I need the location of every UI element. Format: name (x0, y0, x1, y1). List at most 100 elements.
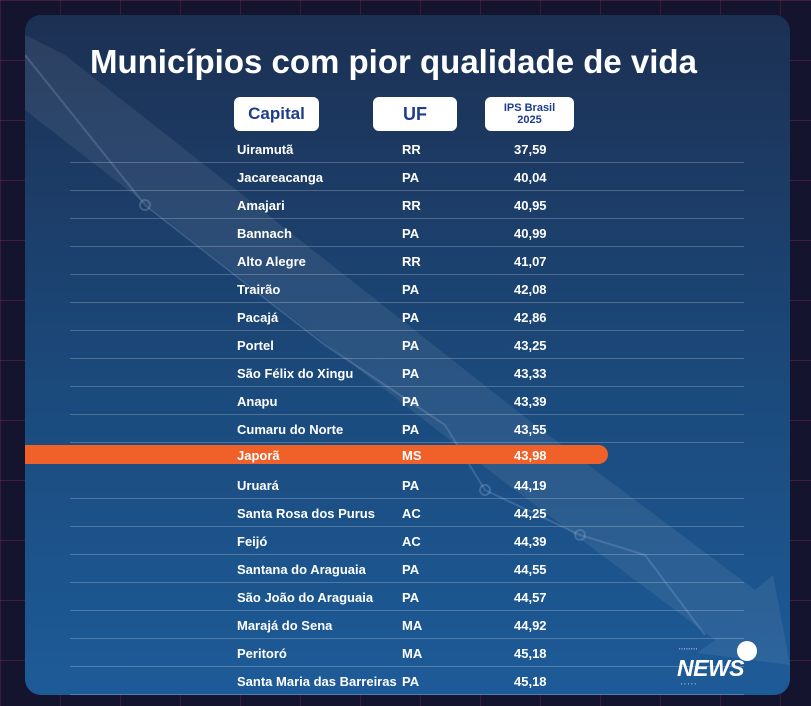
table-row: Amajari RR 40,95 (25, 191, 790, 219)
cell-uf: PA (402, 226, 420, 241)
cell-municipio: Portel (237, 338, 274, 353)
cell-municipio: Pacajá (237, 310, 279, 325)
column-header-ips: IPS Brasil 2025 (485, 97, 574, 131)
row-divider (70, 414, 744, 415)
cell-municipio: Jacareacanga (237, 170, 324, 185)
table-row-highlighted: Japorã MS 43,98 (25, 443, 790, 471)
cell-municipio: São Félix do Xingu (237, 366, 354, 381)
cell-municipio: Anapu (237, 394, 278, 409)
cell-uf: PA (402, 394, 420, 409)
table-card: Municípios com pior qualidade de vida Ca… (25, 15, 790, 695)
cell-municipio: Santana do Araguaia (237, 562, 366, 577)
cell-municipio: Feijó (237, 534, 268, 549)
news-logo: ▪▪▪▪▪▪▪▪ NEWS ▪▪▪▪▪ (675, 641, 767, 689)
cell-ips: 43,25 (514, 338, 547, 353)
cell-uf: RR (402, 142, 421, 157)
cell-ips: 37,59 (514, 142, 547, 157)
cell-uf: PA (402, 478, 420, 493)
column-header-uf: UF (373, 97, 457, 131)
column-header-capital: Capital (234, 97, 319, 131)
cell-ips: 43,98 (514, 448, 547, 463)
cell-municipio: Bannach (237, 226, 292, 241)
table-row: São Félix do Xingu PA 43,33 (25, 359, 790, 387)
cell-municipio: Japorã (237, 448, 280, 463)
cell-municipio: Santa Maria das Barreiras (237, 674, 397, 689)
cell-municipio: Uiramutã (237, 142, 294, 157)
cell-ips: 44,25 (514, 506, 547, 521)
cell-municipio: Uruará (237, 478, 279, 493)
table-row: Alto Alegre RR 41,07 (25, 247, 790, 275)
table-row: Jacareacanga PA 40,04 (25, 163, 790, 191)
cell-ips: 40,95 (514, 198, 547, 213)
table-row: Pacajá PA 42,86 (25, 303, 790, 331)
cell-uf: PA (402, 674, 420, 689)
cell-uf: AC (402, 534, 421, 549)
cell-municipio: Alto Alegre (237, 254, 306, 269)
table-row: Feijó AC 44,39 (25, 527, 790, 555)
cell-uf: AC (402, 506, 421, 521)
cell-municipio: Marajá do Sena (237, 618, 333, 633)
cell-uf: RR (402, 198, 421, 213)
row-divider (70, 442, 744, 443)
table-row: Cumaru do Norte PA 43,55 (25, 415, 790, 443)
row-divider (70, 302, 744, 303)
cell-ips: 40,99 (514, 226, 547, 241)
ranking-table: Uiramutã RR 37,59 Jacareacanga PA 40,04 Amajar… (25, 135, 790, 695)
cell-uf: PA (402, 366, 420, 381)
table-row: Santa Rosa dos Purus AC 44,25 (25, 499, 790, 527)
cell-ips: 40,04 (514, 170, 547, 185)
table-row: Uiramutã RR 37,59 (25, 135, 790, 163)
row-divider (70, 386, 744, 387)
row-divider (70, 554, 744, 555)
cell-uf: RR (402, 254, 421, 269)
table-row: Marajá do Sena MA 44,92 (25, 611, 790, 639)
table-row: Trairão PA 42,08 (25, 275, 790, 303)
cell-ips: 45,18 (514, 646, 547, 661)
cell-municipio: Cumaru do Norte (237, 422, 344, 437)
cell-uf: PA (402, 338, 420, 353)
cell-uf: PA (402, 590, 420, 605)
cell-ips: 43,33 (514, 366, 547, 381)
row-divider (70, 526, 744, 527)
cell-ips: 42,86 (514, 310, 547, 325)
logo-tagline: ▪▪▪▪▪▪▪▪ (679, 646, 699, 651)
cell-uf: MA (402, 646, 423, 661)
cell-municipio: São João do Araguaia (237, 590, 374, 605)
cell-ips: 44,57 (514, 590, 547, 605)
cell-uf: PA (402, 170, 420, 185)
row-divider (70, 330, 744, 331)
row-divider (70, 610, 744, 611)
logo-word: NEWS (677, 655, 745, 681)
table-row: São João do Araguaia PA 44,57 (25, 583, 790, 611)
cell-municipio: Santa Rosa dos Purus (237, 506, 375, 521)
row-divider (70, 246, 744, 247)
logo-since: ▪▪▪▪▪ (681, 681, 699, 686)
cell-uf: MA (402, 618, 423, 633)
row-divider (70, 582, 744, 583)
row-divider (70, 358, 744, 359)
cell-ips: 42,08 (514, 282, 547, 297)
table-row: Uruará PA 44,19 (25, 471, 790, 499)
table-row: Peritoró MA 45,18 (25, 639, 790, 667)
row-divider (70, 162, 744, 163)
cell-ips: 44,55 (514, 562, 547, 577)
cell-ips: 44,92 (514, 618, 547, 633)
row-divider (70, 638, 744, 639)
row-divider (70, 498, 744, 499)
cell-municipio: Peritoró (237, 646, 287, 661)
cell-municipio: Amajari (237, 198, 285, 213)
row-divider (70, 190, 744, 191)
column-header-ips-line2: 2025 (517, 114, 542, 126)
cell-ips: 45,18 (514, 674, 547, 689)
cell-uf: PA (402, 282, 420, 297)
table-row: Anapu PA 43,39 (25, 387, 790, 415)
cell-uf: PA (402, 562, 420, 577)
row-divider (70, 666, 744, 667)
cell-ips: 41,07 (514, 254, 547, 269)
circle-dot-icon (737, 641, 757, 661)
table-row: Portel PA 43,25 (25, 331, 790, 359)
column-header-ips-line1: IPS Brasil (503, 102, 556, 114)
page-title: Municípios com pior qualidade de vida (90, 43, 697, 80)
row-divider (70, 274, 744, 275)
cell-municipio: Trairão (237, 282, 281, 297)
